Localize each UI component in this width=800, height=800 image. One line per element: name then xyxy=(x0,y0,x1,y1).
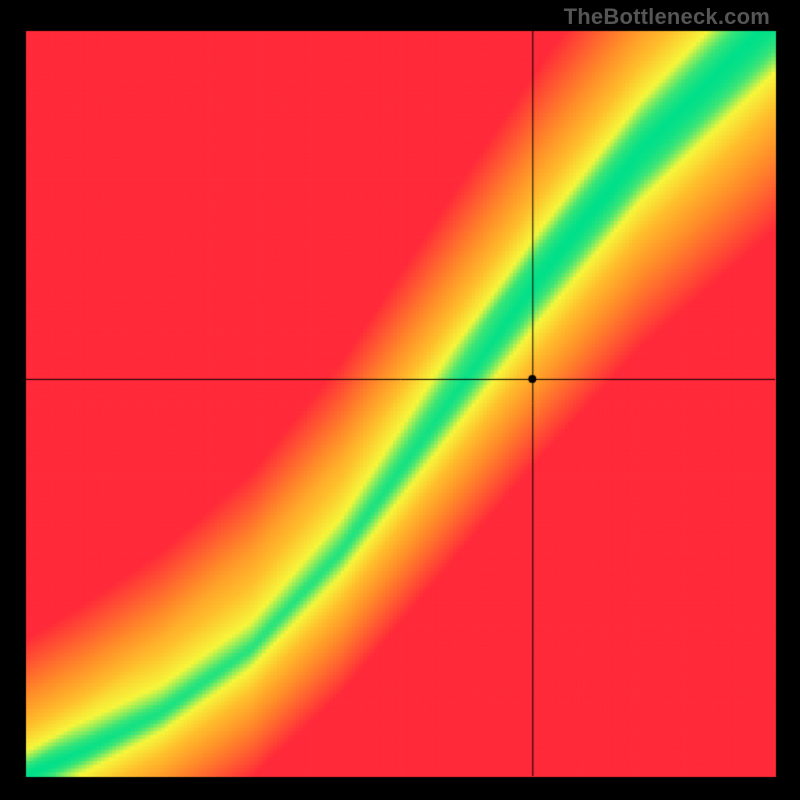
watermark-text: TheBottleneck.com xyxy=(564,4,770,30)
chart-container: TheBottleneck.com xyxy=(0,0,800,800)
bottleneck-heatmap xyxy=(0,0,800,800)
